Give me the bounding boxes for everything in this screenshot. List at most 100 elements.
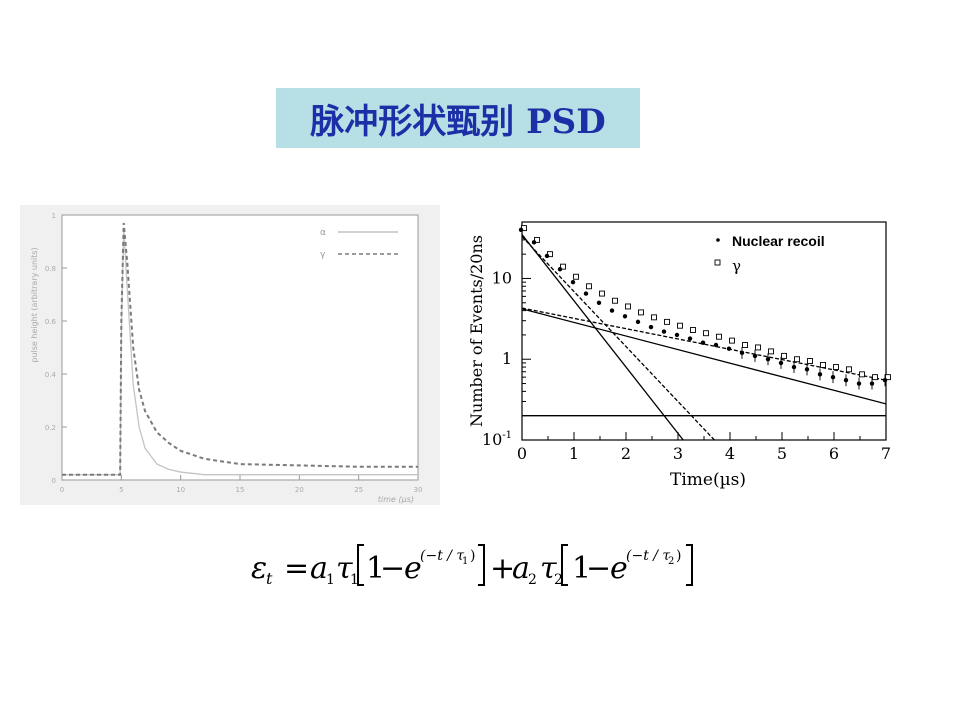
gamma-point	[807, 358, 813, 364]
legend-label: γ	[732, 257, 741, 275]
x-tick-label: 4	[725, 444, 735, 463]
gamma-point	[820, 361, 826, 368]
nuclear-recoil-point	[544, 253, 550, 259]
y-tick-label: 10-1	[482, 430, 512, 449]
gamma-point	[781, 352, 787, 359]
gamma-point	[703, 330, 709, 337]
nuclear-recoil-point	[635, 319, 641, 325]
svg-text:a: a	[310, 551, 328, 586]
y-tick-label: 0.2	[45, 424, 56, 432]
nuclear-recoil-point	[739, 350, 745, 356]
svg-text:=: =	[284, 551, 309, 586]
gamma-point	[573, 273, 579, 280]
fit-line	[522, 308, 886, 405]
gamma-point	[742, 342, 748, 348]
svg-text:t: t	[266, 569, 273, 588]
gamma-point	[768, 348, 774, 355]
pulse-shape-chart: pulse height (arbitrary units) 0 5 10 15 20 2…	[20, 205, 440, 505]
gamma-point	[625, 303, 631, 310]
svg-text:e: e	[610, 551, 628, 586]
svg-text:): )	[470, 548, 475, 564]
y-axis-label: pulse height (arbitrary units)	[30, 247, 39, 362]
formula-image: ε t = a 1 τ 1 1 − e (−t / τ 1 ) + a 2 τ …	[251, 544, 693, 588]
svg-text:2: 2	[554, 572, 563, 588]
x-tick-label: 1	[569, 444, 579, 463]
nuclear-recoil-point	[648, 324, 654, 330]
nuclear-recoil-point	[830, 374, 836, 380]
nuclear-recoil-point	[531, 240, 537, 245]
y-tick-label: 0.6	[45, 318, 57, 326]
x-tick-label: 0	[517, 444, 527, 463]
gamma-point	[534, 236, 540, 243]
x-tick-label: 5	[119, 486, 123, 494]
series-line-gamma	[62, 222, 418, 476]
svg-text:−: −	[586, 551, 611, 586]
svg-text:−: −	[380, 551, 405, 586]
gamma-point	[586, 283, 592, 290]
x-tick-label: 15	[236, 486, 245, 494]
gamma-point	[846, 366, 852, 373]
svg-text:ε: ε	[251, 551, 267, 586]
svg-text:+: +	[490, 551, 515, 586]
gamma-point	[599, 290, 605, 297]
fit-line	[522, 234, 684, 440]
y-axis-label-group: Number of Events/20ns	[467, 235, 486, 427]
y-tick-label: 0.8	[45, 265, 56, 273]
svg-text:1: 1	[326, 572, 335, 588]
nuclear-recoil-point	[609, 308, 615, 313]
x-tick-label: 6	[829, 444, 839, 463]
svg-text:τ: τ	[540, 551, 557, 586]
y-tick-label: 1	[52, 212, 56, 220]
nuclear-recoil-point	[791, 364, 797, 370]
nuclear-recoil-point	[557, 267, 563, 272]
nuclear-recoil-point	[856, 381, 862, 386]
time-distribution-chart: 0 1 2 3 4 5 6 7 Time(µs) 10-1 1 10 Number of Events/…	[467, 221, 891, 490]
gamma-point	[612, 297, 618, 304]
x-tick-label: 25	[354, 486, 363, 494]
y-axis-label: Number of Events/20ns	[467, 235, 486, 427]
y-tick-label: 10	[492, 268, 512, 287]
series-line-alpha	[62, 228, 418, 476]
gamma-point	[755, 344, 761, 351]
svg-text:e: e	[404, 551, 422, 586]
svg-text:(−t / τ: (−t / τ	[420, 548, 464, 564]
gamma-point	[794, 356, 800, 363]
nuclear-recoil-point	[817, 372, 823, 377]
gamma-point	[664, 318, 670, 325]
gamma-point	[651, 314, 657, 321]
title-box: 脉冲形状甄别 PSD	[276, 88, 640, 148]
x-tick-label: 7	[881, 444, 891, 463]
gamma-point	[833, 364, 839, 371]
nuclear-recoil-point	[765, 357, 771, 362]
gamma-point	[729, 337, 735, 344]
nuclear-recoil-point	[804, 367, 810, 372]
nuclear-recoil-point	[752, 353, 758, 359]
x-axis-label: time (µs)	[378, 495, 414, 504]
nuclear-recoil-point	[583, 291, 589, 296]
legend-marker-nuclear-recoil	[716, 238, 720, 242]
gamma-point	[677, 322, 683, 329]
legend-marker-gamma	[714, 259, 721, 266]
svg-text:1: 1	[366, 551, 385, 586]
fit-line	[522, 307, 886, 381]
svg-text:1: 1	[572, 551, 591, 586]
nuclear-recoil-point	[518, 227, 524, 233]
plot-frame	[61, 214, 419, 481]
y-tick-label: 1	[502, 349, 512, 368]
nuclear-recoil-point	[843, 377, 849, 383]
legend-label: α	[320, 228, 326, 238]
nuclear-recoil-point	[869, 381, 875, 386]
slide-title: 脉冲形状甄别 PSD	[310, 101, 606, 142]
gamma-point	[716, 333, 722, 340]
x-tick-label: 0	[60, 486, 64, 494]
legend-label: γ	[320, 250, 326, 260]
svg-text:a: a	[512, 551, 530, 586]
x-tick-label: 30	[414, 486, 423, 494]
x-tick-label: 2	[621, 444, 631, 463]
legend-label: Nuclear recoil	[732, 233, 825, 249]
svg-text:1: 1	[462, 556, 468, 567]
x-tick-label: 20	[295, 486, 304, 494]
x-axis-label: Time(µs)	[670, 470, 746, 490]
nuclear-recoil-point	[713, 342, 719, 348]
gamma-point	[885, 374, 891, 381]
